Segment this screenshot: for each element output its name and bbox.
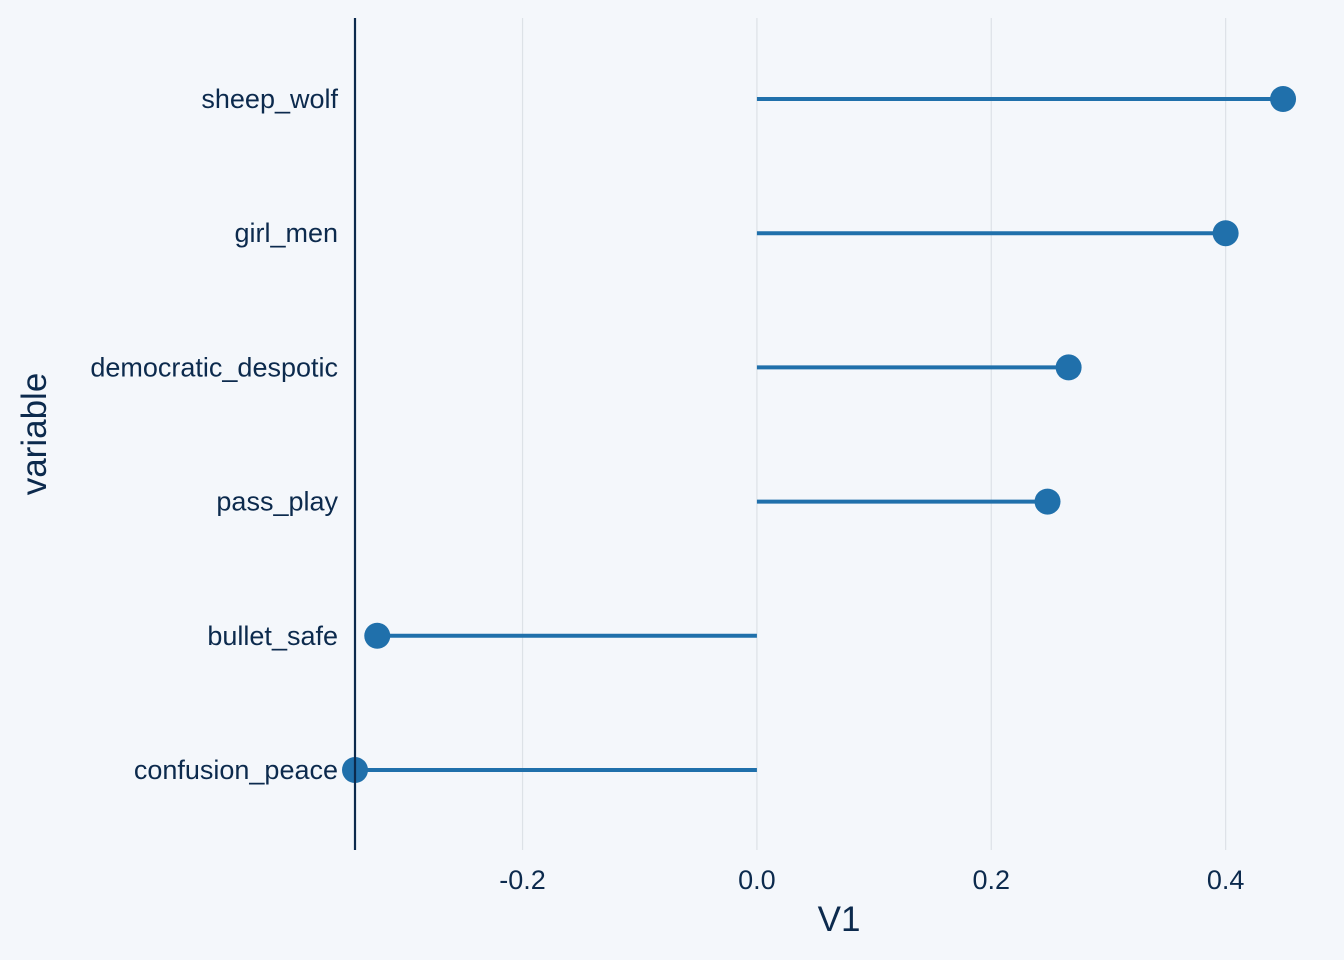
- lollipop-point: [1270, 86, 1297, 112]
- x-tick-label: 0.0: [738, 865, 776, 895]
- lollipop-point: [1212, 220, 1239, 247]
- grid-lines: [521, 18, 1227, 850]
- y-tick-label: sheep_wolf: [201, 84, 338, 114]
- y-tick-label: pass_play: [216, 487, 338, 517]
- y-tick-label: bullet_safe: [207, 621, 338, 651]
- x-tick-label: -0.2: [499, 865, 546, 895]
- x-tick-label: 0.2: [973, 865, 1011, 895]
- x-tick-label: 0.4: [1207, 865, 1245, 895]
- y-tick-labels: sheep_wolf girl_men democratic_despoticpas…: [90, 84, 338, 785]
- y-tick-label: girl_men: [234, 218, 338, 248]
- lollipop-point: [1034, 488, 1061, 515]
- x-axis-title: V1: [818, 900, 861, 939]
- lollipop-point: [364, 622, 391, 649]
- lollipop-points: [342, 86, 1297, 783]
- y-tick-label: democratic_despotic: [90, 352, 338, 382]
- y-axis-title: variable: [15, 373, 54, 496]
- lollipop-stems: [355, 97, 1284, 772]
- y-tick-label: confusion_peace: [134, 755, 338, 785]
- x-tick-labels: -0.2 0.0 0.2 0.4: [499, 865, 1244, 895]
- lollipop-point: [1055, 354, 1082, 381]
